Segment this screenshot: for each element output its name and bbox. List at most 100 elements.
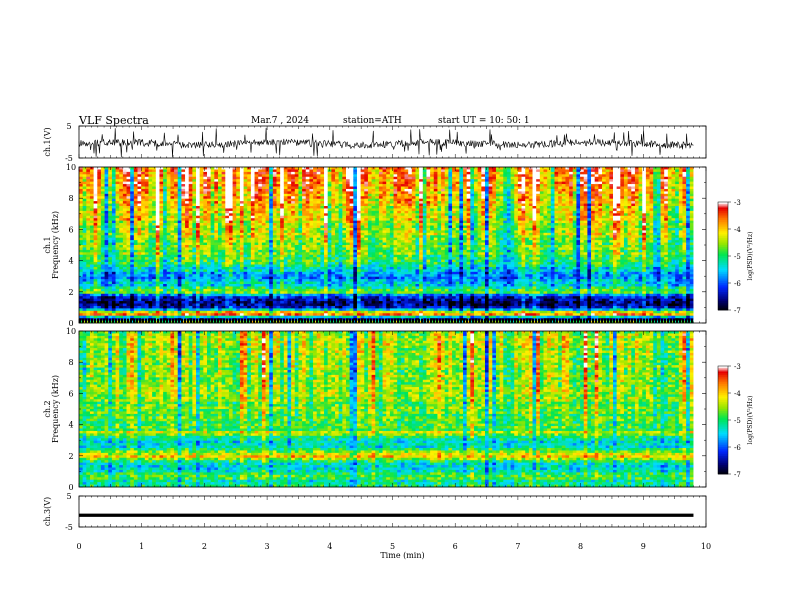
spectrogram-cell: [283, 174, 288, 178]
spectrogram-cell: [159, 213, 164, 217]
spectrogram-cell: [327, 240, 332, 243]
spectrogram-cell: [298, 237, 303, 241]
spectrogram-cell: [159, 220, 164, 224]
spectrogram-cell: [170, 176, 175, 180]
spectrogram-cell: [86, 303, 91, 307]
spectrogram-cell: [144, 301, 149, 304]
spectrogram-cell: [320, 245, 325, 248]
spectrogram-cell: [111, 247, 116, 251]
spectrogram-cell: [192, 232, 197, 236]
spectrogram-cell: [283, 298, 288, 302]
spectrogram-cell: [148, 188, 153, 192]
spectrogram-cell: [239, 276, 244, 280]
spectrogram-cell: [126, 201, 131, 204]
spectrogram-cell: [298, 223, 303, 226]
spectrogram-cell: [152, 276, 157, 280]
spectrogram-cell: [93, 301, 98, 304]
spectrogram-cell: [159, 288, 164, 292]
spectrogram-cell: [269, 291, 274, 295]
spectrogram-cell: [163, 249, 168, 253]
spectrogram-cell: [239, 181, 244, 185]
spectrogram-cell: [210, 252, 215, 256]
spectrogram-cell: [79, 254, 84, 258]
spectrogram-cell: [82, 206, 87, 209]
spectrogram-cell: [104, 198, 109, 202]
spectrogram-cell: [221, 281, 226, 285]
spectrogram-cell: [236, 313, 241, 317]
spectrogram-cell: [320, 181, 325, 185]
spectrogram-cell: [283, 188, 288, 192]
spectrogram-cell: [126, 186, 131, 190]
spectrogram-cell: [177, 249, 182, 253]
spectrogram-cell: [258, 298, 263, 302]
spectrogram-cell: [265, 301, 270, 304]
spectrogram-cell: [82, 308, 87, 312]
spectrogram-cell: [225, 240, 230, 243]
spectrogram-cell: [119, 252, 124, 256]
spectrogram-cell: [349, 237, 354, 241]
spectrogram-cell: [276, 240, 281, 243]
spectrogram-cell: [305, 254, 310, 258]
spectrogram-cell: [166, 293, 171, 297]
spectrogram-cell: [82, 179, 87, 182]
spectrogram-cell: [133, 176, 138, 180]
spectrogram-cell: [276, 305, 281, 309]
spectrogram-cell: [199, 188, 204, 192]
spectrogram-cell: [291, 315, 296, 319]
spectrogram-cell: [265, 249, 270, 253]
spectrogram-cell: [207, 271, 212, 275]
spectrogram-cell: [217, 303, 222, 307]
spectrogram-cell: [280, 208, 285, 212]
spectrogram-cell: [239, 269, 244, 273]
spectrogram-cell: [309, 310, 314, 314]
spectrogram-cell: [243, 201, 248, 204]
spectrogram-cell: [108, 181, 113, 185]
spectrogram-cell: [342, 203, 347, 207]
spectrogram-cell: [104, 167, 109, 170]
spectrogram-cell: [272, 223, 277, 226]
spectrogram-cell: [163, 271, 168, 275]
spectrogram-cell: [228, 167, 233, 170]
spectrogram-cell: [100, 210, 105, 214]
spectrogram-cell: [327, 191, 332, 195]
spectrogram-cell: [214, 240, 219, 243]
spectrogram-cell: [217, 262, 222, 265]
spectrogram-cell: [207, 184, 212, 187]
spectrogram-cell: [228, 262, 233, 265]
spectrogram-cell: [144, 288, 149, 292]
spectrogram-cell: [148, 232, 153, 236]
spectrogram-cell: [89, 293, 94, 297]
spectrogram-cell: [294, 227, 299, 231]
spectrogram-cell: [141, 315, 146, 319]
spectrogram-cell: [302, 232, 307, 236]
spectrogram-cell: [122, 193, 127, 197]
spectrogram-cell: [276, 176, 281, 180]
spectrogram-cell: [320, 218, 325, 221]
spectrogram-cell: [174, 210, 179, 214]
spectrogram-cell: [316, 196, 321, 200]
spectrogram-cell: [269, 298, 274, 302]
spectrogram-cell: [89, 284, 94, 287]
spectrogram-cell: [232, 240, 237, 243]
spectrogram-cell: [108, 232, 113, 236]
spectrogram-cell: [196, 305, 201, 309]
spectrogram-cell: [86, 254, 91, 258]
spectrogram-cell: [265, 296, 270, 299]
spectrogram-cell: [188, 276, 193, 280]
spectrogram-cell: [203, 301, 208, 304]
spectrogram-cell: [144, 186, 149, 190]
spectrogram-cell: [137, 252, 142, 256]
spectrogram-cell: [126, 237, 131, 241]
spectrogram-cell: [196, 245, 201, 248]
spectrogram-cell: [108, 201, 113, 204]
spectrogram-cell: [327, 310, 332, 314]
spectrogram-cell: [276, 171, 281, 175]
spectrogram-cell: [89, 308, 94, 312]
spectrogram-cell: [316, 245, 321, 248]
spectrogram-cell: [294, 210, 299, 214]
spectrogram-cell: [309, 298, 314, 302]
spectrogram-cell: [170, 286, 175, 290]
spectrogram-cell: [170, 235, 175, 239]
spectrogram-cell: [254, 310, 259, 314]
